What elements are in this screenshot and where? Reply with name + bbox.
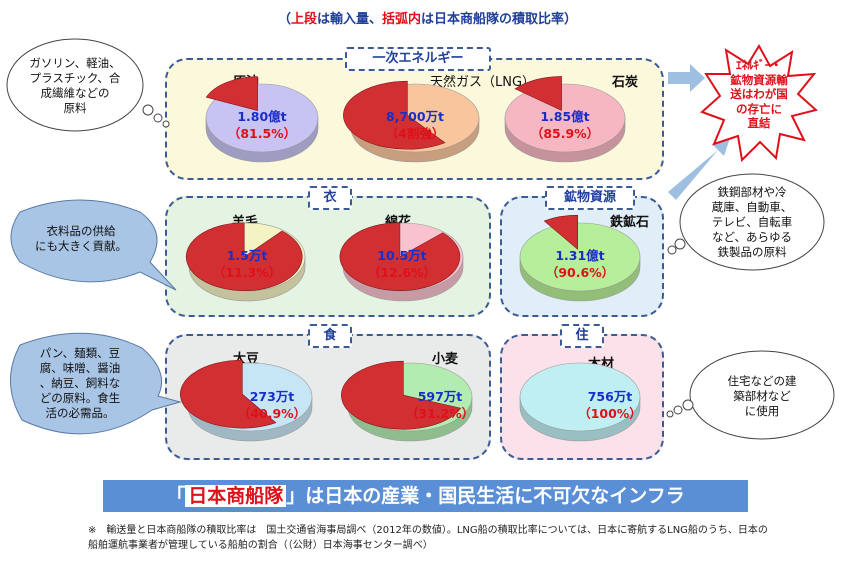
- pie-slice-2: [504, 83, 626, 153]
- bubble-housing: 住宅などの建 築部材など に使用: [727, 374, 797, 418]
- bubble-food: パン、麺類、豆 腐、味噌、醤油 、納豆、飼料な どの原料。食生 活の必需品。: [39, 346, 121, 420]
- banner: 「日本商船隊 」は日本の産業・国民生活に不可欠なインフラ: [103, 480, 748, 512]
- group-title-clothing: 衣: [308, 186, 352, 210]
- label-iron-ore: 鉄鉱石: [610, 215, 650, 230]
- pie-wedge-0: [205, 76, 258, 112]
- bubble-housing-shape: [689, 350, 835, 440]
- pie-wedge-6: [180, 359, 277, 429]
- pie-wedge-1: [343, 80, 446, 150]
- pie-wedge-2: [514, 76, 562, 111]
- group-title-energy: 一次エネルギー: [345, 47, 491, 71]
- value-soybean: 273万t （40.9%）: [237, 389, 307, 421]
- arrow-energy: [668, 64, 705, 92]
- bubble-clothing-shape: [10, 199, 177, 291]
- value-coal: 1.85億t （85.9%）: [530, 109, 600, 141]
- bubble-energy: ガソリン、軽油、 プラスチック、合 成繊維などの 原料: [29, 56, 121, 115]
- bubble-mineral: 鉄鋼部材や冷 蔵庫、自動車、 テレビ、自転車 など、あらゆる 鉄製品の原料: [711, 185, 793, 259]
- group-title-housing: 住: [560, 324, 604, 348]
- value-crude-oil: 1.80億t （81.5%）: [227, 109, 297, 141]
- pie-wedge-7: [341, 360, 462, 430]
- label-coal: 石炭: [612, 75, 639, 90]
- group-title-mineral: 鉱物資源: [545, 186, 635, 210]
- bubble-clothing: 衣料品の供給 にも大きく貢献。: [35, 224, 127, 253]
- star-text: ｴﾈﾙｷﾞｰ・ 鉱物資源輸 送はわが国 の存亡に 直結: [730, 58, 788, 130]
- arrow-mineral: [668, 138, 730, 200]
- group-title-food: 食: [308, 324, 352, 348]
- value-cotton: 10.5万t （12.6%）: [367, 248, 437, 280]
- pie-wedge-5: [543, 214, 578, 250]
- pie-slice-8: [519, 362, 641, 432]
- value-timber: 756万t （100%）: [578, 389, 642, 421]
- value-wool: 1.5万t （11.3%）: [212, 248, 282, 280]
- label-lng: 天然ガス（LNG）: [430, 75, 536, 90]
- bubble-energy-shape: [6, 38, 144, 132]
- value-lng: 8,700万t （4割強）: [385, 109, 445, 141]
- starburst-icon: [700, 44, 818, 162]
- legend-note: （上段は輸入量、括弧内は日本商船隊の積取比率）: [277, 12, 578, 27]
- pie-wedge-4: [339, 222, 461, 291]
- pie-wedge-3: [185, 222, 303, 292]
- bubble-mineral-shape: [679, 173, 825, 271]
- bubble-food-shape: [10, 332, 182, 435]
- footnote: ※ 輸送量と日本商船隊の積取比率は 国土交通省海事局調べ（2012年の数値）。L…: [88, 525, 768, 551]
- value-wheat: 597万t （31.2%）: [405, 389, 475, 421]
- label-wheat: 小麦: [432, 352, 459, 367]
- value-iron-ore: 1.31億t （90.6%）: [545, 248, 615, 280]
- pie-slice-5: [519, 222, 641, 292]
